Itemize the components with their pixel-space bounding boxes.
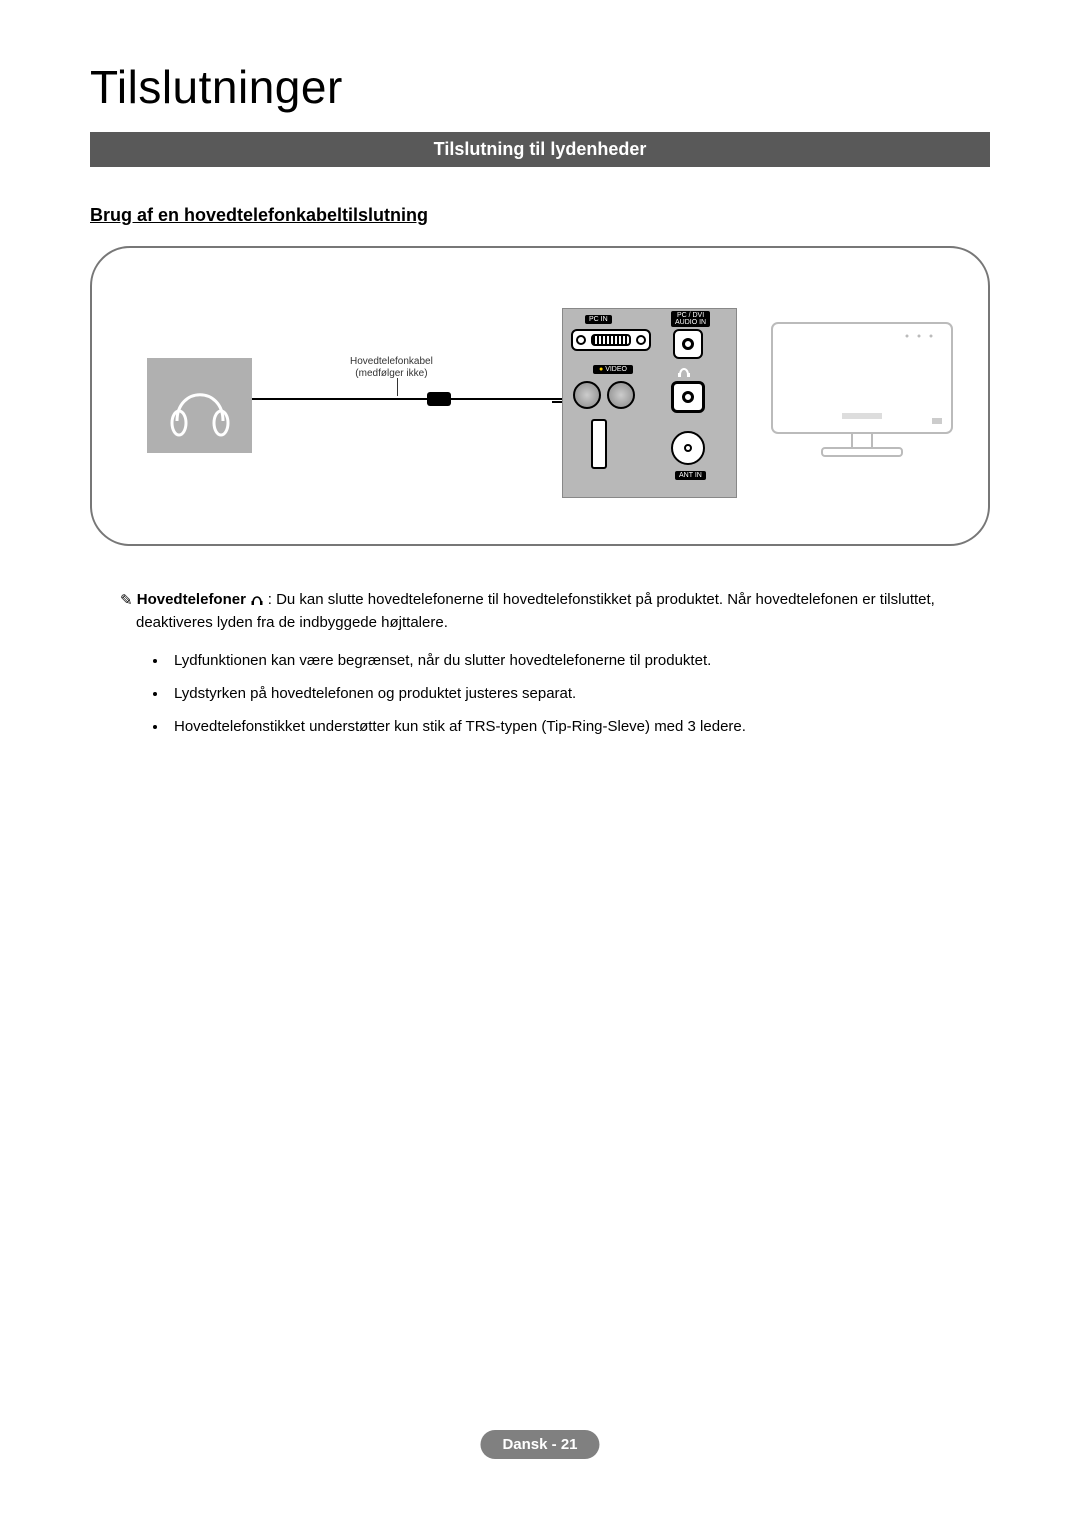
note-bullets: Lydfunktionen kan være begrænset, når du… [168, 647, 990, 740]
page-footer-badge: Dansk - 21 [480, 1430, 599, 1459]
cable-label-line1: Hovedtelefonkabel [350, 356, 433, 368]
label-ant-in: ANT IN [675, 471, 706, 480]
cable-label-pointer [397, 378, 398, 396]
port-pc-dvi-audio [673, 329, 703, 359]
port-ant-in [671, 431, 705, 465]
note-icon: ✎ [120, 592, 133, 609]
connection-diagram: Hovedtelefonkabel (medfølger ikke) PC IN… [90, 246, 990, 546]
note-block: ✎ Hovedtelefoner : Du kan slutte hovedte… [90, 588, 990, 740]
cable-label: Hovedtelefonkabel (medfølger ikke) [350, 356, 433, 380]
cable-plug [427, 392, 451, 406]
note-bullet: Lydfunktionen kan være begrænset, når du… [168, 647, 990, 674]
cable-line [252, 398, 562, 400]
note-bullet: Lydstyrken på hovedtelefonen og produkte… [168, 680, 990, 707]
port-headphone [671, 381, 705, 413]
label-pc-in: PC IN [585, 315, 612, 324]
headphones-icon [165, 371, 235, 441]
footer-language: Dansk [502, 1436, 547, 1453]
section-bar: Tilslutning til lydenheder [90, 132, 990, 167]
subheading: Brug af en hovedtelefonkabeltilslutning [90, 205, 990, 226]
label-pc-dvi-audio: PC / DVI AUDIO IN [671, 311, 710, 327]
manual-page: Tilslutninger Tilslutning til lydenheder… [0, 0, 1080, 1519]
headphone-port-glyph-icon [677, 364, 691, 378]
port-vga [571, 329, 651, 351]
headphone-inline-icon [250, 593, 264, 606]
note-lead-bold: Hovedtelefoner [137, 591, 268, 608]
note-paragraph: ✎ Hovedtelefoner : Du kan slutte hovedte… [120, 588, 990, 635]
cable-label-line2: (medfølger ikke) [350, 368, 433, 380]
monitor-graphic [767, 318, 957, 468]
label-video: ● VIDEO [593, 365, 633, 374]
port-component-row [573, 381, 635, 409]
note-bullet: Hovedtelefonstikket understøtter kun sti… [168, 713, 990, 740]
port-aux [591, 419, 607, 469]
footer-page-number: 21 [561, 1436, 578, 1453]
page-title: Tilslutninger [90, 60, 990, 114]
headphones-graphic [147, 358, 252, 453]
rear-panel: PC IN PC / DVI AUDIO IN ● VIDEO [562, 308, 737, 498]
